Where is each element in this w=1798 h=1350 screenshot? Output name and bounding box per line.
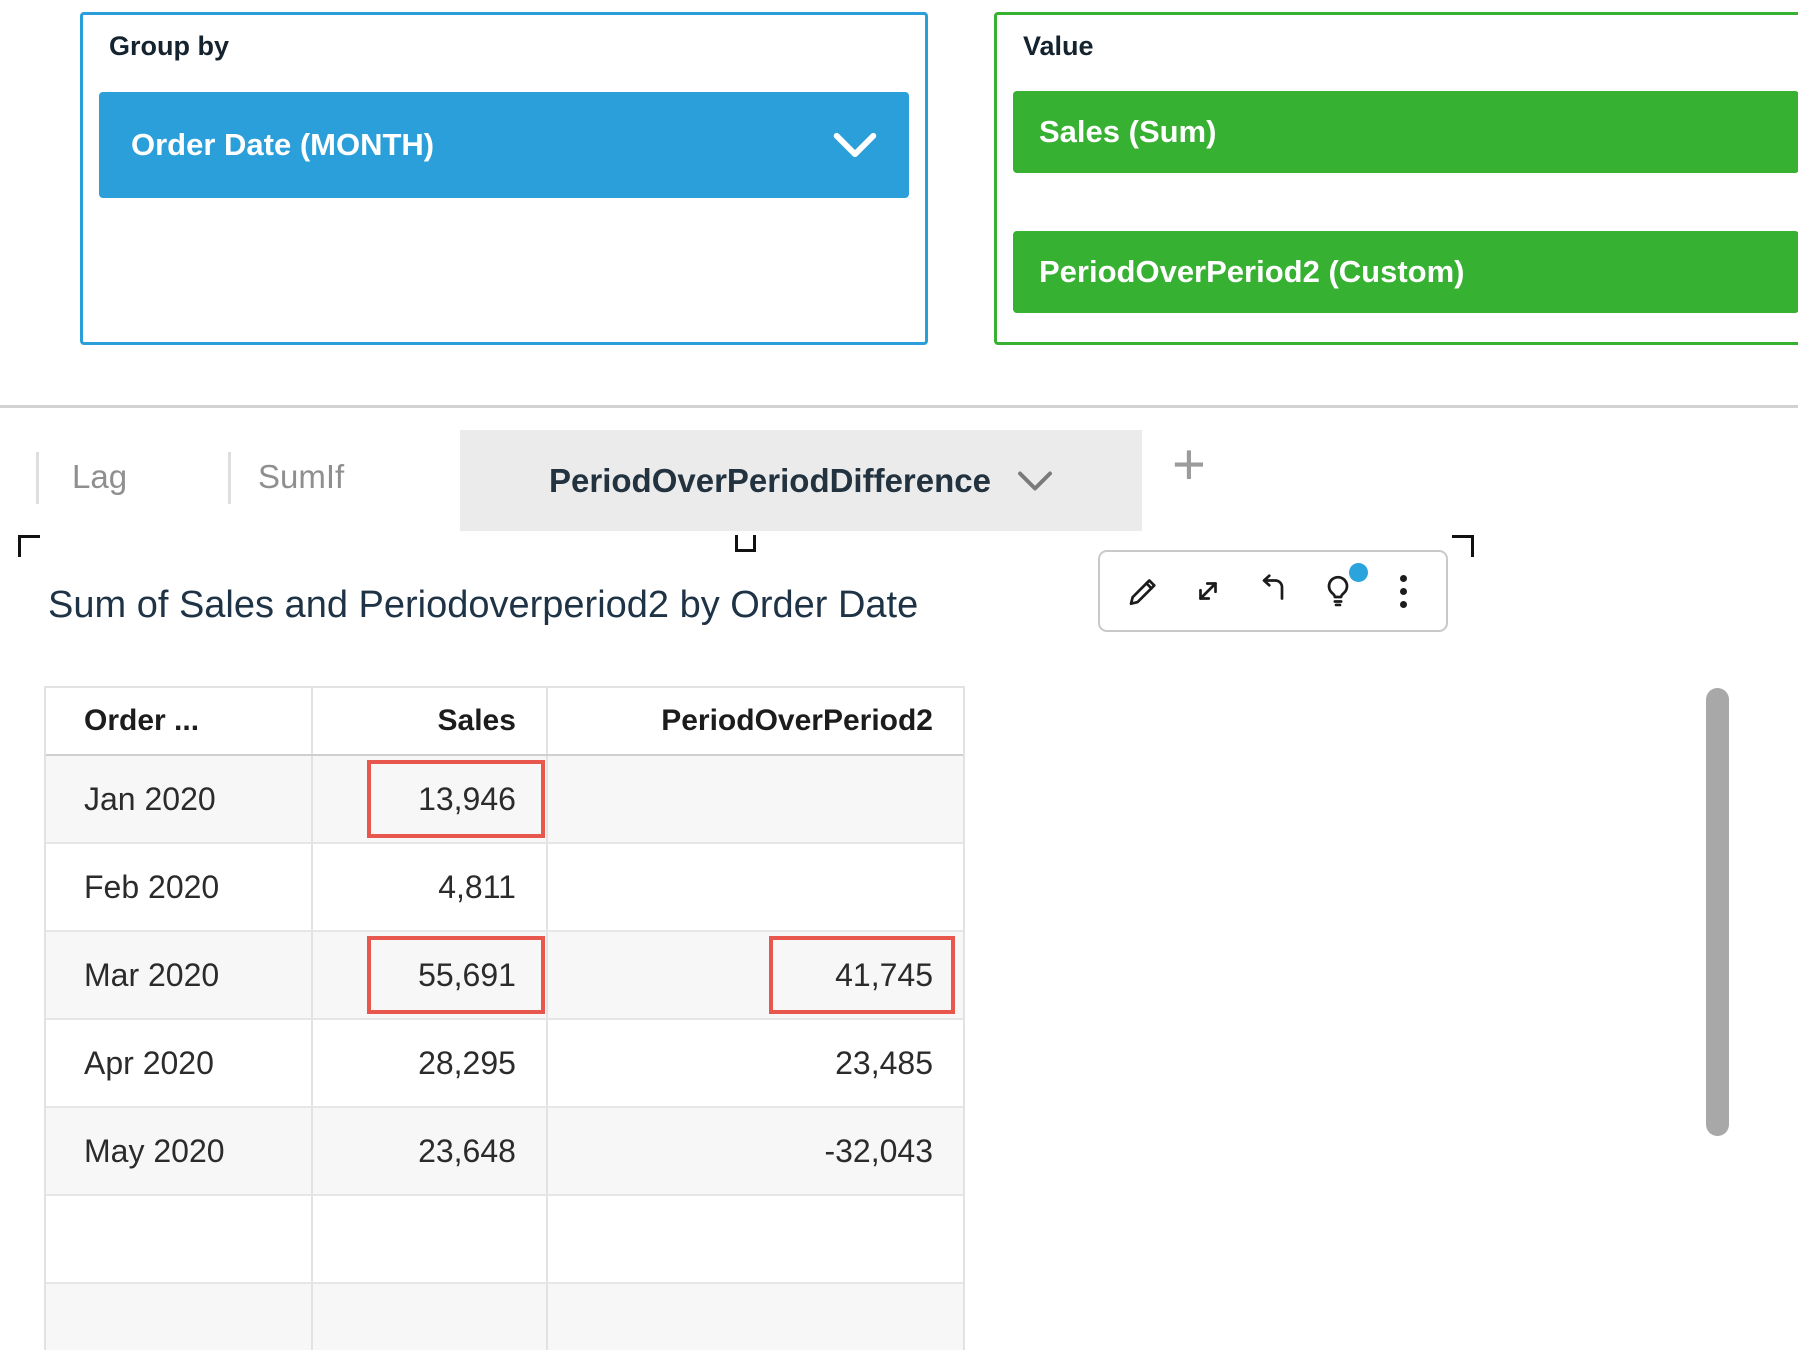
visual-resize-handle-left[interactable]	[18, 535, 40, 557]
table-header-row: Order ... Sales PeriodOverPeriod2	[46, 688, 963, 756]
cell-value: -32,043	[824, 1132, 933, 1169]
value-pill-pop2-label: PeriodOverPeriod2 (Custom)	[1039, 254, 1465, 289]
tab-separator	[228, 452, 231, 504]
cell-value: 41,745	[835, 956, 933, 993]
column-header-order-date[interactable]: Order ...	[84, 704, 200, 737]
menu-button[interactable]	[1381, 569, 1425, 613]
cell-value: 55,691	[418, 956, 516, 993]
cell-sales[interactable]: 4,811	[311, 844, 546, 930]
group-by-label: Group by	[109, 31, 229, 61]
tab-separator	[36, 452, 39, 504]
value-field-well: Value Sales (Sum) PeriodOverPeriod2 (Cus…	[994, 12, 1798, 345]
cell-order-date[interactable]: Apr 2020	[84, 1044, 214, 1081]
cell-periodoverperiod2	[545, 1196, 963, 1282]
cell-periodoverperiod2[interactable]: 41,745	[545, 932, 963, 1018]
table-row: May 2020 23,648 -32,043	[46, 1108, 963, 1196]
cell-periodoverperiod2[interactable]	[545, 756, 963, 842]
expand-arrows-icon	[1199, 582, 1217, 600]
expand-button[interactable]	[1186, 569, 1230, 613]
visual-title: Sum of Sales and Periodoverperiod2 by Or…	[48, 584, 919, 626]
table-row: Apr 2020 28,295 23,485	[46, 1020, 963, 1108]
table-row: Mar 2020 55,691 41,745	[46, 932, 963, 1020]
chevron-down-icon	[833, 132, 877, 158]
cell-sales[interactable]: 23,648	[311, 1108, 546, 1194]
visual-toolbar	[1098, 550, 1448, 632]
table-row-partial	[46, 1284, 963, 1350]
value-pill-sales-label: Sales (Sum)	[1039, 114, 1217, 149]
cell-periodoverperiod2[interactable]: -32,043	[545, 1108, 963, 1194]
cell-order-date	[46, 1196, 311, 1282]
tab-lag[interactable]: Lag	[72, 458, 128, 495]
edit-pencil-icon	[1129, 579, 1156, 606]
edit-button[interactable]	[1121, 569, 1165, 613]
cell-order-date[interactable]: Feb 2020	[84, 868, 220, 905]
value-label: Value	[1023, 31, 1094, 61]
column-header-sales[interactable]: Sales	[311, 688, 546, 754]
notification-dot	[1349, 563, 1368, 582]
group-by-pill-label: Order Date (MONTH)	[131, 127, 435, 162]
cell-periodoverperiod2[interactable]	[545, 844, 963, 930]
cell-order-date[interactable]: Mar 2020	[84, 956, 220, 993]
insights-button[interactable]	[1316, 563, 1368, 613]
cell-sales	[311, 1196, 546, 1282]
visual-drag-handle-top[interactable]	[735, 535, 756, 552]
cell-sales	[311, 1284, 546, 1350]
cell-sales[interactable]: 55,691	[311, 932, 546, 1018]
cell-value: 28,295	[418, 1044, 516, 1081]
group-by-pill[interactable]: Order Date (MONTH)	[99, 92, 909, 198]
cell-value: 23,648	[418, 1132, 516, 1169]
value-pill-periodoverperiod2[interactable]: PeriodOverPeriod2 (Custom)	[1013, 231, 1798, 313]
cell-value: 4,811	[438, 868, 516, 905]
cell-periodoverperiod2	[545, 1284, 963, 1350]
cell-sales[interactable]: 28,295	[311, 1020, 546, 1106]
cell-order-date[interactable]: Jan 2020	[84, 780, 216, 817]
cell-order-date[interactable]: May 2020	[84, 1132, 225, 1169]
table-row-partial	[46, 1196, 963, 1284]
cell-value: 13,946	[418, 780, 516, 817]
vertical-scrollbar[interactable]	[1706, 688, 1729, 1136]
cell-order-date	[46, 1284, 311, 1350]
cell-sales[interactable]: 13,946	[311, 756, 546, 842]
cell-value: 23,485	[835, 1044, 933, 1081]
ellipsis-icon	[1399, 574, 1407, 608]
section-divider	[0, 405, 1798, 408]
group-by-field-well: Group by Order Date (MONTH)	[80, 12, 928, 345]
value-pill-sales[interactable]: Sales (Sum)	[1013, 91, 1798, 173]
cell-periodoverperiod2[interactable]: 23,485	[545, 1020, 963, 1106]
tab-periodoverperioddifference[interactable]: PeriodOverPeriodDifference	[460, 430, 1142, 531]
table-visual: Order ... Sales PeriodOverPeriod2 Jan 20…	[44, 686, 965, 1350]
visual-resize-handle-right[interactable]	[1452, 535, 1474, 557]
table-row: Jan 2020 13,946	[46, 756, 963, 844]
curved-arrow-icon	[1262, 574, 1284, 600]
tab-sumif[interactable]: SumIf	[258, 458, 345, 495]
column-header-periodoverperiod2[interactable]: PeriodOverPeriod2	[545, 688, 963, 754]
table-row: Feb 2020 4,811	[46, 844, 963, 932]
insights-lightbulb-icon	[1327, 575, 1349, 607]
curved-arrow-button[interactable]	[1251, 569, 1295, 613]
active-tab-label: PeriodOverPeriodDifference	[549, 461, 991, 499]
chevron-down-icon	[1018, 471, 1052, 490]
add-calculation-tab-button[interactable]: +	[1172, 432, 1206, 497]
